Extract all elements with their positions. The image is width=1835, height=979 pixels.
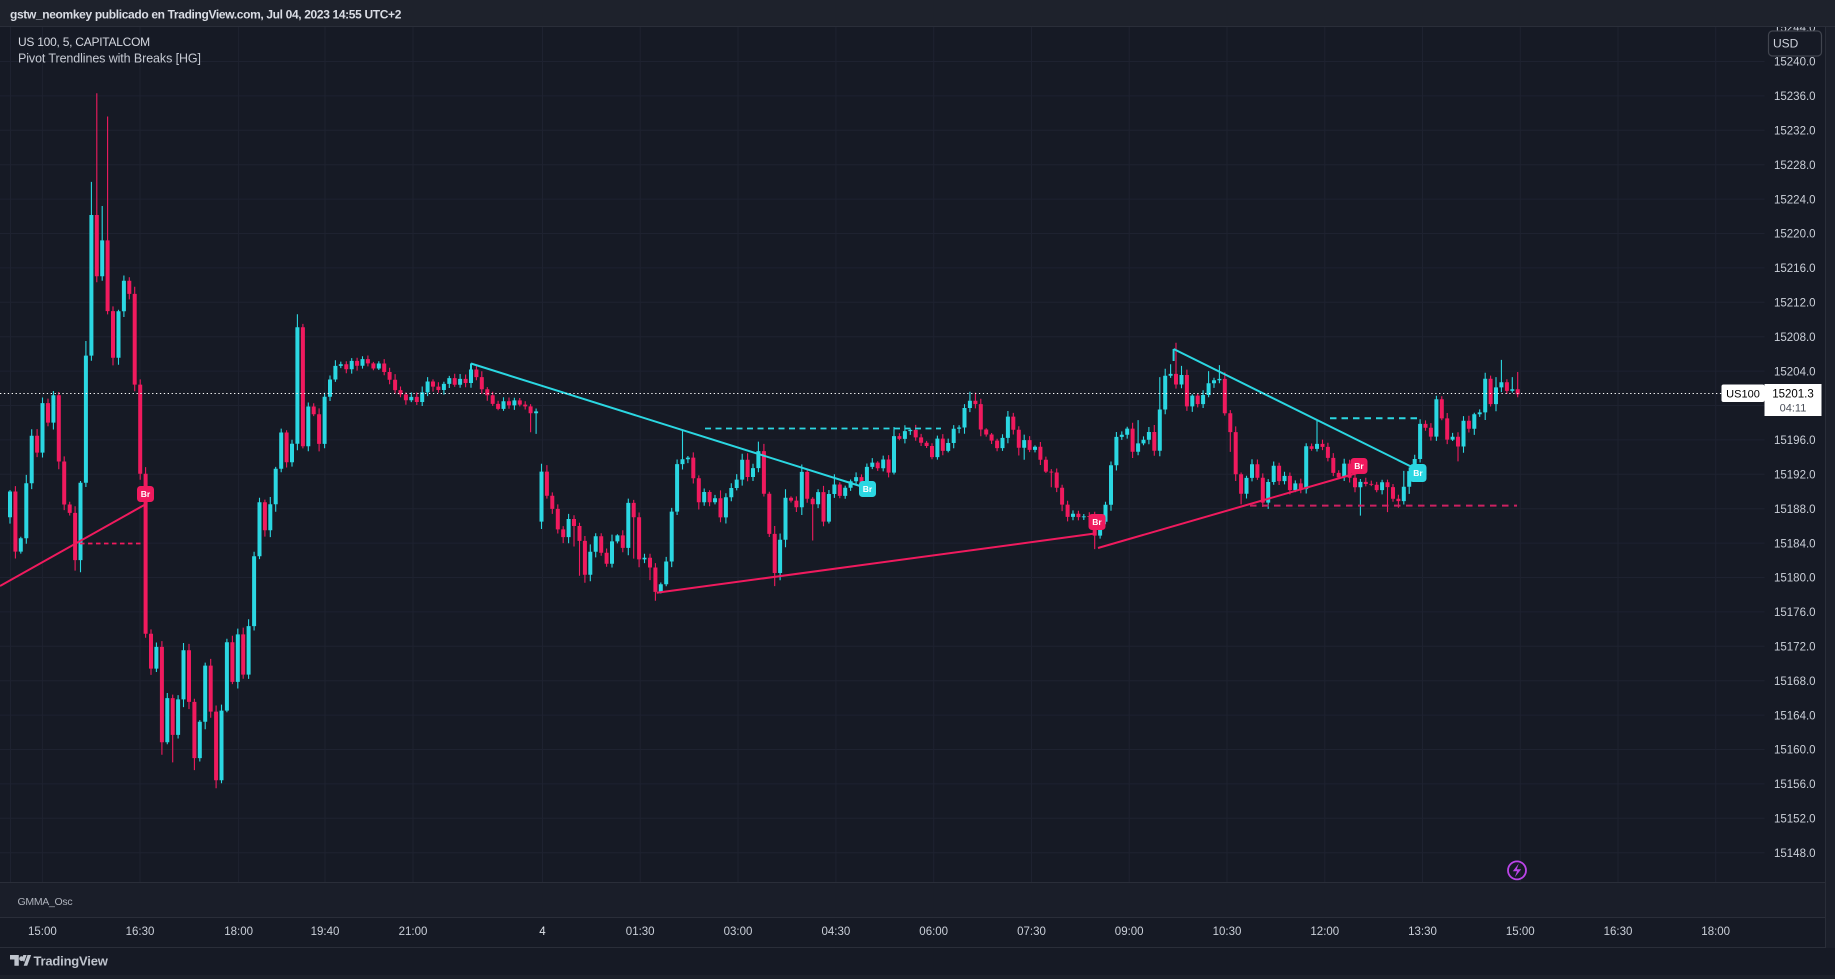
svg-text:12:00: 12:00 — [1310, 926, 1339, 938]
svg-text:15164.0: 15164.0 — [1774, 710, 1816, 722]
svg-text:19:40: 19:40 — [311, 926, 340, 938]
svg-text:01:30: 01:30 — [626, 926, 655, 938]
svg-text:US100: US100 — [1726, 388, 1760, 400]
svg-text:15188.0: 15188.0 — [1774, 504, 1816, 516]
svg-text:Br: Br — [1092, 517, 1102, 527]
svg-text:US 100, 5, CAPITALCOM: US 100, 5, CAPITALCOM — [18, 35, 150, 49]
svg-text:15168.0: 15168.0 — [1774, 676, 1816, 688]
svg-text:04:30: 04:30 — [822, 926, 851, 938]
svg-text:15160.0: 15160.0 — [1774, 745, 1816, 757]
svg-text:15232.0: 15232.0 — [1774, 126, 1816, 138]
svg-text:Br: Br — [141, 489, 151, 499]
svg-text:GMMA_Osc: GMMA_Osc — [18, 896, 73, 908]
svg-text:15152.0: 15152.0 — [1774, 814, 1816, 826]
svg-text:15240.0: 15240.0 — [1774, 57, 1816, 69]
svg-text:gstw_neomkey publicado en Trad: gstw_neomkey publicado en TradingView.co… — [10, 8, 402, 22]
svg-text:TradingView: TradingView — [34, 954, 109, 969]
svg-text:Br: Br — [1354, 461, 1364, 471]
svg-text:4: 4 — [539, 926, 546, 938]
svg-text:21:00: 21:00 — [399, 926, 428, 938]
svg-text:15172.0: 15172.0 — [1774, 642, 1816, 654]
svg-text:Br: Br — [863, 484, 873, 494]
svg-text:15204.0: 15204.0 — [1774, 366, 1816, 378]
svg-text:13:30: 13:30 — [1408, 926, 1437, 938]
svg-text:Pivot Trendlines with Breaks [: Pivot Trendlines with Breaks [HG] — [18, 52, 201, 66]
svg-text:Br: Br — [1413, 468, 1423, 478]
svg-text:15148.0: 15148.0 — [1774, 848, 1816, 860]
svg-text:04:11: 04:11 — [1780, 403, 1807, 415]
svg-text:15156.0: 15156.0 — [1774, 779, 1816, 791]
svg-text:15176.0: 15176.0 — [1774, 607, 1816, 619]
svg-text:15180.0: 15180.0 — [1774, 573, 1816, 585]
svg-text:15220.0: 15220.0 — [1774, 229, 1816, 241]
svg-text:15192.0: 15192.0 — [1774, 470, 1816, 482]
svg-text:18:00: 18:00 — [1701, 926, 1730, 938]
svg-text:15201.3: 15201.3 — [1772, 389, 1814, 401]
svg-text:09:00: 09:00 — [1115, 926, 1144, 938]
svg-text:15208.0: 15208.0 — [1774, 332, 1816, 344]
svg-text:15216.0: 15216.0 — [1774, 263, 1816, 275]
svg-text:15:00: 15:00 — [1506, 926, 1535, 938]
svg-text:18:00: 18:00 — [224, 926, 253, 938]
svg-text:03:00: 03:00 — [724, 926, 753, 938]
svg-text:16:30: 16:30 — [126, 926, 155, 938]
svg-text:15212.0: 15212.0 — [1774, 298, 1816, 310]
svg-text:15228.0: 15228.0 — [1774, 160, 1816, 172]
svg-text:07:30: 07:30 — [1017, 926, 1046, 938]
svg-text:15:00: 15:00 — [28, 926, 57, 938]
svg-text:15184.0: 15184.0 — [1774, 538, 1816, 550]
svg-text:15196.0: 15196.0 — [1774, 435, 1816, 447]
svg-text:USD: USD — [1773, 37, 1799, 51]
svg-text:10:30: 10:30 — [1213, 926, 1242, 938]
svg-text:15236.0: 15236.0 — [1774, 91, 1816, 103]
svg-text:15224.0: 15224.0 — [1774, 194, 1816, 206]
svg-text:16:30: 16:30 — [1604, 926, 1633, 938]
svg-text:06:00: 06:00 — [919, 926, 948, 938]
